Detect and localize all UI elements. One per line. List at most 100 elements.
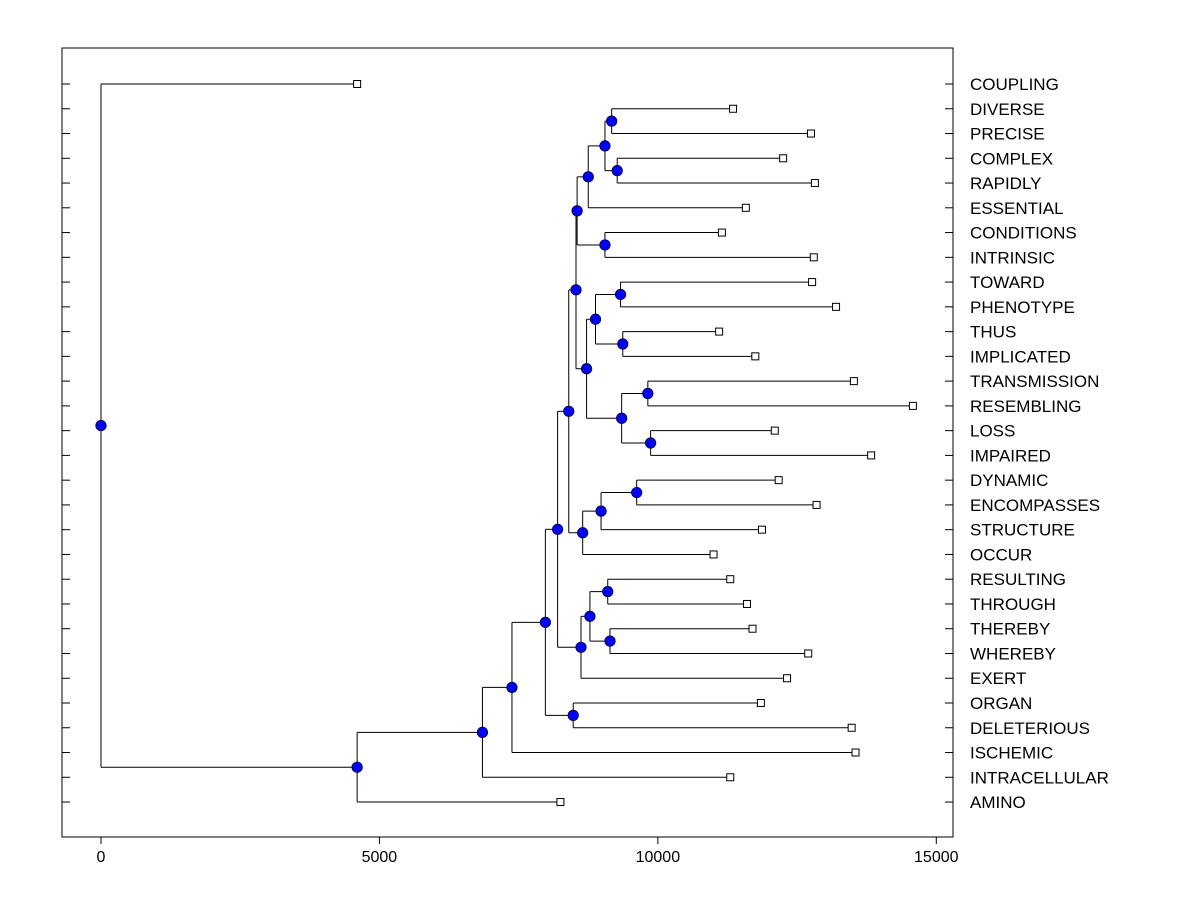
merge-node-n16 <box>595 505 607 517</box>
leaf-label-diverse: DIVERSE <box>970 100 1045 119</box>
x-tick-label: 15000 <box>914 849 959 866</box>
leaf-marker-loss <box>770 426 779 435</box>
leaf-marker-occur <box>709 550 718 559</box>
leaf-marker-organ <box>756 699 765 707</box>
merge-node-n9 <box>589 313 602 325</box>
leaf-marker-structure <box>757 525 766 534</box>
leaf-marker-implicated <box>751 352 760 361</box>
leaf-label-structure: STRUCTURE <box>970 521 1075 540</box>
merge-node-n8 <box>617 338 629 350</box>
merge-node-n15 <box>631 486 643 499</box>
merge-node-n26 <box>506 681 518 694</box>
tick-layer: 0 5000 10000 15000 <box>62 83 959 866</box>
merge-node-n18 <box>563 405 575 417</box>
leaf-marker-coupling <box>353 80 362 88</box>
leaf-label-amino: AMINO <box>970 793 1026 812</box>
merge-node-n10 <box>642 387 654 400</box>
leaf-marker-intracellular <box>726 773 735 782</box>
leaf-label-ischemic: ISCHEMIC <box>970 744 1053 763</box>
leaf-label-dynamic: DYNAMIC <box>970 471 1048 490</box>
leaf-label-transmission: TRANSMISSION <box>970 372 1099 391</box>
leaf-marker-conditions <box>717 228 726 237</box>
merge-node-n27 <box>476 726 489 738</box>
leaf-marker-intrinsic <box>809 253 818 262</box>
leaf-marker-whereby <box>804 649 813 658</box>
merge-node-n5 <box>599 239 611 251</box>
leaf-marker-thus <box>715 327 724 336</box>
merge-node-n17 <box>577 527 589 539</box>
leaf-label-exert: EXERT <box>970 669 1026 688</box>
leaf-marker-rapidly <box>810 179 819 188</box>
leaf-marker-toward <box>808 278 817 287</box>
leaf-labels: COUPLING DIVERSE PRECISE COMPLEX RAPIDLY ESSE… <box>970 75 1109 812</box>
merge-node-n23 <box>552 523 564 535</box>
merge-node-n22 <box>575 641 587 653</box>
merge-node-n6 <box>571 205 583 217</box>
leaf-marker-impaired <box>867 451 876 460</box>
leaf-markers <box>353 80 917 807</box>
leaf-label-encompasses: ENCOMPASSES <box>970 496 1100 515</box>
merge-node-root <box>95 419 107 432</box>
leaf-label-resembling: RESEMBLING <box>970 397 1081 416</box>
leaf-label-essential: ESSENTIAL <box>970 199 1064 218</box>
leaf-marker-thereby <box>748 624 757 633</box>
dendrogram-links <box>100 83 913 803</box>
leaf-label-through: THROUGH <box>970 595 1056 614</box>
leaf-label-thus: THUS <box>970 323 1016 342</box>
leaf-marker-amino <box>556 798 565 807</box>
leaf-label-deleterious: DELETERIOUS <box>970 719 1090 738</box>
leaf-marker-essential <box>741 203 750 212</box>
leaf-label-resulting: RESULTING <box>970 570 1066 589</box>
leaf-marker-deleterious <box>847 723 856 732</box>
leaf-marker-encompasses <box>812 500 821 509</box>
x-tick-label: 0 <box>97 849 106 866</box>
leaf-marker-precise <box>806 129 815 138</box>
leaf-label-phenotype: PHENOTYPE <box>970 298 1075 317</box>
leaf-label-implicated: IMPLICATED <box>970 347 1071 366</box>
merge-node-n4 <box>582 171 594 183</box>
leaf-marker-resulting <box>726 575 735 584</box>
merge-node-n1 <box>606 115 618 127</box>
merge-node-n13 <box>580 363 593 375</box>
merge-node-n21 <box>584 610 596 622</box>
leaf-marker-phenotype <box>832 302 841 311</box>
merge-node-n3 <box>599 140 611 152</box>
merge-node-n12 <box>616 412 628 424</box>
merge-node-n14 <box>570 284 582 296</box>
merge-node-n28 <box>351 761 363 773</box>
leaf-label-occur: OCCUR <box>970 545 1032 564</box>
leaf-label-precise: PRECISE <box>970 125 1045 144</box>
merge-node-n7 <box>614 288 627 301</box>
x-tick-label: 10000 <box>636 849 681 866</box>
x-tick-label: 5000 <box>362 849 398 866</box>
leaf-label-conditions: CONDITIONS <box>970 224 1077 243</box>
leaf-marker-resembling <box>908 401 917 410</box>
leaf-marker-transmission <box>849 377 858 386</box>
leaf-marker-dynamic <box>774 476 783 485</box>
merge-node-n20 <box>604 635 616 647</box>
plot-frame <box>61 47 954 838</box>
merge-node-n19 <box>602 585 614 598</box>
merge-nodes <box>95 115 657 773</box>
leaf-marker-through <box>742 599 751 608</box>
merge-node-n25 <box>539 616 551 628</box>
leaf-marker-ischemic <box>851 748 860 757</box>
leaf-label-toward: TOWARD <box>970 273 1045 292</box>
leaf-label-intracellular: INTRACELLULAR <box>970 768 1109 787</box>
leaf-label-impaired: IMPAIRED <box>970 446 1051 465</box>
leaf-label-complex: COMPLEX <box>970 149 1053 168</box>
leaf-label-rapidly: RAPIDLY <box>970 174 1042 193</box>
leaf-label-whereby: WHEREBY <box>970 644 1056 663</box>
merge-node-n24 <box>567 709 579 721</box>
leaf-label-loss: LOSS <box>970 422 1015 441</box>
leaf-marker-exert <box>783 674 792 683</box>
leaf-label-coupling: COUPLING <box>970 75 1059 94</box>
leaf-label-intrinsic: INTRINSIC <box>970 248 1055 267</box>
leaf-marker-complex <box>779 154 788 163</box>
merge-node-n2 <box>611 165 623 177</box>
leaf-label-thereby: THEREBY <box>970 620 1050 639</box>
leaf-marker-diverse <box>729 104 738 113</box>
merge-node-n11 <box>645 437 657 449</box>
leaf-label-organ: ORGAN <box>970 694 1032 713</box>
